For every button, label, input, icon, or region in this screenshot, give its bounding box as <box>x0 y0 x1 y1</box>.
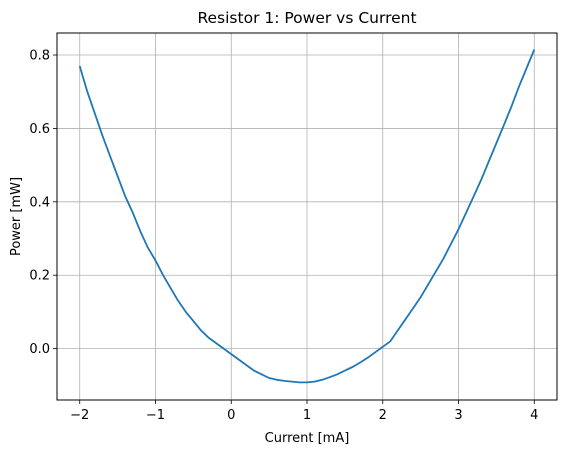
x-tick-label: 0 <box>227 408 235 423</box>
x-tick-label: −2 <box>70 408 89 423</box>
y-tick-label: 0.0 <box>29 342 50 357</box>
chart-title: Resistor 1: Power vs Current <box>197 9 416 27</box>
y-tick-label: 0.8 <box>29 49 50 64</box>
x-axis: −2 −1 0 1 2 3 4 <box>70 400 538 423</box>
x-tick-label: −1 <box>146 408 165 423</box>
y-tick-label: 0.2 <box>29 269 50 284</box>
x-tick-label: 1 <box>303 408 311 423</box>
series-line <box>78 49 536 384</box>
x-tick-label: 2 <box>379 408 387 423</box>
x-tick-label: 3 <box>454 408 462 423</box>
series-layer <box>78 49 536 384</box>
y-tick-label: 0.6 <box>29 122 50 137</box>
y-tick-label: 0.4 <box>29 195 50 210</box>
y-axis-label: Power [mW] <box>9 177 24 256</box>
x-tick-label: 4 <box>530 408 538 423</box>
x-axis-label: Current [mA] <box>265 431 350 446</box>
y-axis: 0.0 0.2 0.4 0.6 0.8 <box>29 49 57 357</box>
grid <box>57 33 557 400</box>
